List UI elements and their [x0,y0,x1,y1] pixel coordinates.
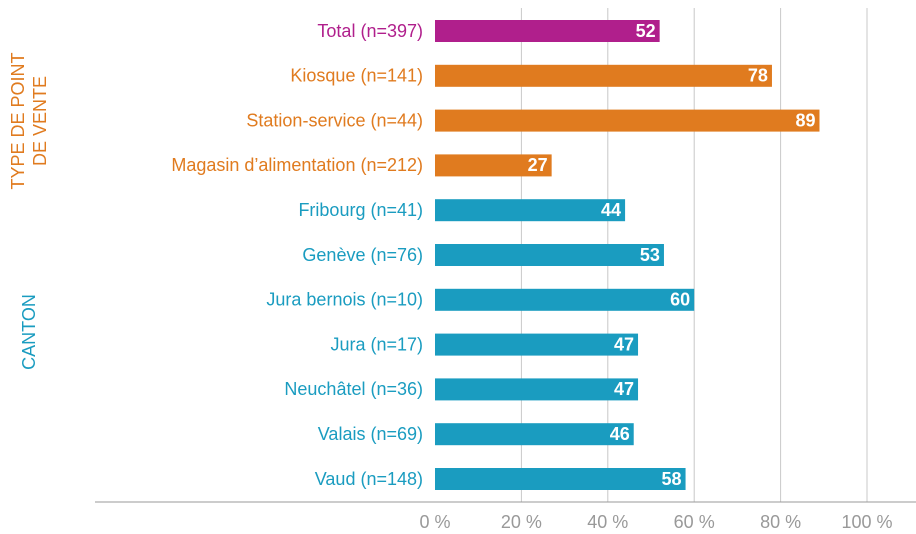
bar [435,20,660,42]
value-label: 46 [610,424,630,444]
x-tick-label: 80 % [760,512,801,532]
bar [435,109,820,132]
x-tick-label: 0 % [419,512,450,532]
value-label: 58 [662,469,682,489]
bar [435,244,664,266]
bar [435,199,626,222]
bar [435,468,686,490]
category-label: Total (n=397) [317,21,423,41]
bar [435,288,695,311]
value-label: 78 [748,66,768,86]
category-label: Valais (n=69) [318,424,423,444]
value-label: 27 [528,155,548,175]
category-label: Fribourg (n=41) [298,200,423,220]
category-label: Genève (n=76) [302,245,423,265]
x-tick-label: 20 % [501,512,542,532]
bar [435,423,634,446]
bar [435,64,772,87]
value-label: 47 [614,334,634,354]
group-label: CANTON [19,294,39,370]
x-tick-label: 60 % [674,512,715,532]
value-label: 47 [614,379,634,399]
category-label: Jura bernois (n=10) [266,290,423,310]
category-label: Magasin d’alimentation (n=212) [171,155,423,175]
category-label: Jura (n=17) [330,334,423,354]
category-label: Neuchâtel (n=36) [284,379,423,399]
category-label: Vaud (n=148) [315,469,423,489]
x-tick-label: 40 % [587,512,628,532]
group-label: TYPE DE POINT [8,52,28,189]
x-tick-label: 100 % [841,512,892,532]
bar [435,378,639,401]
value-label: 53 [640,245,660,265]
value-label: 60 [670,290,690,310]
value-label: 89 [795,110,815,130]
bar [435,154,552,177]
category-label: Station-service (n=44) [246,110,423,130]
category-label: Kiosque (n=141) [290,66,423,86]
group-label: DE VENTE [30,76,50,166]
bar [435,333,639,356]
value-label: 52 [636,21,656,41]
value-label: 44 [601,200,621,220]
